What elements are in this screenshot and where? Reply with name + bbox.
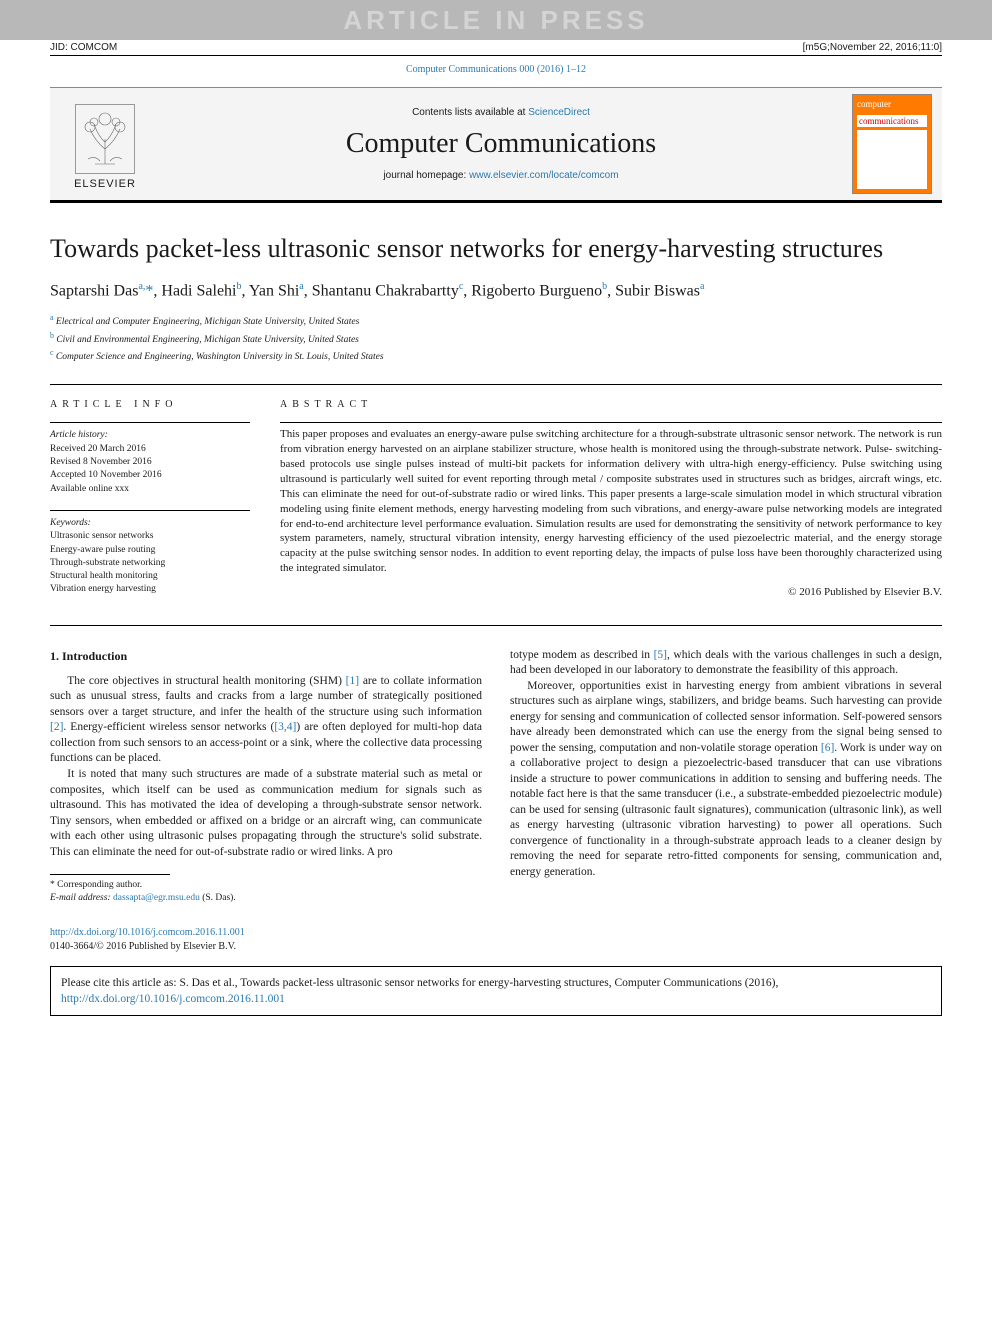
- email-suffix: (S. Das).: [200, 893, 236, 903]
- citation-line: Computer Communications 000 (2016) 1–12: [0, 56, 992, 83]
- citation-link[interactable]: Computer Communications 000 (2016) 1–12: [406, 64, 586, 75]
- jid-label: JID: COMCOM: [50, 42, 117, 53]
- abstract-col: abstract This paper proposes and evaluat…: [280, 399, 942, 610]
- keyword: Ultrasonic sensor networks: [50, 530, 250, 543]
- authors-list: Saptarshi Dasa,*, Hadi Salehib, Yan Shia…: [50, 280, 942, 303]
- publisher-logo: ELSEVIER: [60, 94, 150, 194]
- keyword: Structural health monitoring: [50, 570, 250, 583]
- abstract-text: This paper proposes and evaluates an ene…: [280, 422, 942, 575]
- journal-cover-thumb: computer communications: [852, 94, 932, 194]
- keywords-label: Keywords:: [50, 517, 250, 530]
- watermark-text: ARTICLE IN PRESS: [343, 5, 648, 36]
- article-title: Towards packet-less ultrasonic sensor ne…: [50, 233, 942, 266]
- history-line: Revised 8 November 2016: [50, 456, 250, 469]
- corresponding-author: * Corresponding author.: [50, 879, 482, 892]
- history-line: Received 20 March 2016: [50, 443, 250, 456]
- footnote-divider: [50, 874, 170, 875]
- cover-body: [857, 130, 927, 189]
- abstract-copyright: © 2016 Published by Elsevier B.V.: [280, 586, 942, 598]
- homepage-prefix: journal homepage:: [383, 170, 469, 181]
- cover-title-top: computer: [857, 99, 927, 109]
- email-link[interactable]: dassapta@egr.msu.edu: [113, 893, 200, 903]
- footnote: * Corresponding author. E-mail address: …: [50, 879, 482, 906]
- cover-title-bar: communications: [857, 115, 927, 127]
- article-history: Article history: Received 20 March 2016R…: [50, 429, 250, 495]
- abstract-label: abstract: [280, 399, 942, 410]
- masthead-center: Contents lists available at ScienceDirec…: [150, 94, 852, 194]
- keyword: Vibration energy harvesting: [50, 583, 250, 596]
- email-line: E-mail address: dassapta@egr.msu.edu (S.…: [50, 892, 482, 905]
- homepage-line: journal homepage: www.elsevier.com/locat…: [160, 170, 842, 181]
- body-p1: The core objectives in structural health…: [50, 674, 482, 767]
- doi-link[interactable]: http://dx.doi.org/10.1016/j.comcom.2016.…: [50, 927, 245, 938]
- keyword: Through-substrate networking: [50, 557, 250, 570]
- publisher-name: ELSEVIER: [74, 178, 136, 190]
- article-info-col: article info Article history: Received 2…: [50, 399, 250, 610]
- contents-prefix: Contents lists available at: [412, 107, 528, 118]
- body-p3-cont: totype modem as described in [5], which …: [510, 648, 942, 679]
- citation-prefix: Please cite this article as: S. Das et a…: [61, 977, 778, 989]
- body-columns: 1. Introduction The core objectives in s…: [50, 648, 942, 906]
- journal-name: Computer Communications: [160, 128, 842, 160]
- citation-doi-link[interactable]: http://dx.doi.org/10.1016/j.comcom.2016.…: [61, 993, 285, 1005]
- body-p2: It is noted that many such structures ar…: [50, 767, 482, 860]
- email-label: E-mail address:: [50, 893, 113, 903]
- keyword: Energy-aware pulse routing: [50, 544, 250, 557]
- keywords-block: Keywords: Ultrasonic sensor networksEner…: [50, 517, 250, 597]
- article-info-label: article info: [50, 399, 250, 410]
- body-divider: [50, 625, 942, 626]
- doi-copyright: 0140-3664/© 2016 Published by Elsevier B…: [50, 941, 236, 952]
- elsevier-tree-icon: [75, 104, 135, 174]
- history-line: Available online xxx: [50, 483, 250, 496]
- doi-block: http://dx.doi.org/10.1016/j.comcom.2016.…: [0, 916, 992, 960]
- affiliations: a Electrical and Computer Engineering, M…: [50, 312, 942, 364]
- citation-box: Please cite this article as: S. Das et a…: [50, 966, 942, 1016]
- meta-right: [m5G;November 22, 2016;11:0]: [803, 42, 942, 53]
- body-p4: Moreover, opportunities exist in harvest…: [510, 679, 942, 881]
- sciencedirect-link[interactable]: ScienceDirect: [528, 107, 590, 118]
- masthead: ELSEVIER Contents lists available at Sci…: [50, 87, 942, 203]
- contents-line: Contents lists available at ScienceDirec…: [160, 107, 842, 118]
- history-line: Accepted 10 November 2016: [50, 469, 250, 482]
- watermark-bar: ARTICLE IN PRESS: [0, 0, 992, 40]
- section-heading: 1. Introduction: [50, 648, 482, 664]
- jid-row: JID: COMCOM [m5G;November 22, 2016;11:0]: [0, 40, 992, 55]
- history-label: Article history:: [50, 429, 250, 442]
- homepage-link[interactable]: www.elsevier.com/locate/comcom: [469, 170, 619, 181]
